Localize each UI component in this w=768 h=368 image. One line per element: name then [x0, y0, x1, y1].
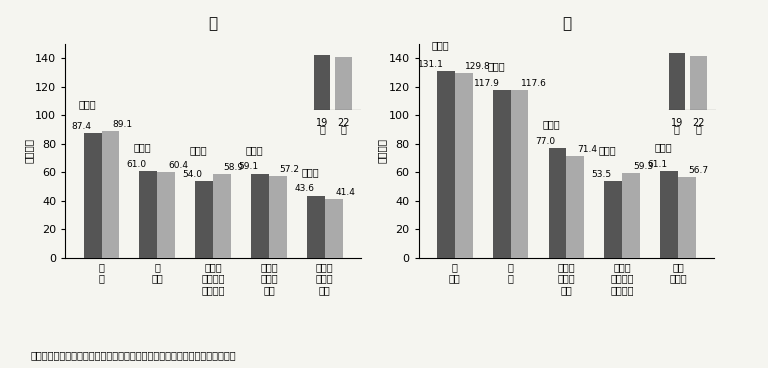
Bar — [195, 181, 214, 258]
Bar — [511, 90, 528, 258]
Text: 58.9: 58.9 — [223, 163, 244, 171]
Bar — [140, 171, 157, 258]
Text: 59.1: 59.1 — [238, 162, 258, 171]
Bar — [622, 173, 640, 258]
Text: 71.4: 71.4 — [577, 145, 597, 154]
Bar — [101, 131, 119, 258]
Text: 第１位: 第１位 — [78, 99, 96, 109]
Bar — [437, 71, 455, 258]
Bar — [678, 177, 696, 258]
Bar — [669, 53, 685, 110]
Text: 57.2: 57.2 — [280, 165, 300, 174]
Text: 117.9: 117.9 — [474, 79, 500, 88]
Bar — [84, 133, 101, 258]
Text: 77.0: 77.0 — [535, 137, 556, 146]
Y-axis label: 人口千対: 人口千対 — [24, 138, 34, 163]
Text: 56.7: 56.7 — [689, 166, 709, 175]
Text: 89.1: 89.1 — [112, 120, 132, 129]
Bar — [314, 55, 330, 110]
Text: 22: 22 — [337, 118, 350, 128]
Text: 第４位: 第４位 — [599, 145, 617, 155]
Bar — [660, 171, 678, 258]
Bar — [493, 90, 511, 258]
Text: 年: 年 — [319, 124, 325, 134]
Bar — [307, 195, 325, 258]
Text: 第１位: 第１位 — [432, 40, 449, 50]
Text: 第３位: 第３位 — [543, 120, 561, 130]
Bar — [690, 56, 707, 110]
Text: 19: 19 — [316, 118, 328, 128]
Text: 59.3: 59.3 — [633, 162, 653, 171]
Text: 129.8: 129.8 — [465, 62, 492, 71]
Text: 61.0: 61.0 — [127, 160, 147, 169]
Text: 年: 年 — [696, 124, 701, 134]
Bar — [604, 181, 622, 258]
Bar — [213, 174, 231, 258]
Text: 54.0: 54.0 — [183, 170, 203, 178]
Bar — [455, 73, 472, 258]
Text: 女: 女 — [562, 16, 571, 31]
Bar — [269, 176, 286, 258]
Text: 53.5: 53.5 — [591, 170, 611, 179]
Text: 41.4: 41.4 — [336, 188, 355, 197]
Text: 年: 年 — [341, 124, 346, 134]
Text: 87.4: 87.4 — [71, 122, 91, 131]
Text: 第５位: 第５位 — [654, 142, 672, 152]
Text: 131.1: 131.1 — [419, 60, 444, 69]
Text: 22: 22 — [692, 118, 705, 128]
Text: 60.4: 60.4 — [168, 160, 188, 170]
Text: 第４位: 第４位 — [246, 145, 263, 155]
Text: 第５位: 第５位 — [301, 167, 319, 177]
Text: 男: 男 — [209, 16, 217, 31]
Bar — [548, 148, 566, 258]
Y-axis label: 人口千対: 人口千対 — [377, 138, 387, 163]
Text: 43.6: 43.6 — [294, 184, 314, 194]
Bar — [157, 171, 175, 258]
Text: 第３位: 第３位 — [190, 145, 207, 155]
Bar — [336, 57, 352, 110]
Text: 注：有訴者には入院者は含まないが、分母となる世帯人員には入院者を含む。: 注：有訴者には入院者は含まないが、分母となる世帯人員には入院者を含む。 — [31, 350, 237, 360]
Text: 第２位: 第２位 — [487, 61, 505, 71]
Bar — [566, 156, 584, 258]
Text: 61.1: 61.1 — [647, 159, 667, 169]
Text: 117.6: 117.6 — [521, 79, 547, 88]
Bar — [251, 173, 269, 258]
Text: 年: 年 — [674, 124, 680, 134]
Text: 第２位: 第２位 — [134, 142, 151, 152]
Text: 19: 19 — [670, 118, 683, 128]
Bar — [325, 199, 343, 258]
